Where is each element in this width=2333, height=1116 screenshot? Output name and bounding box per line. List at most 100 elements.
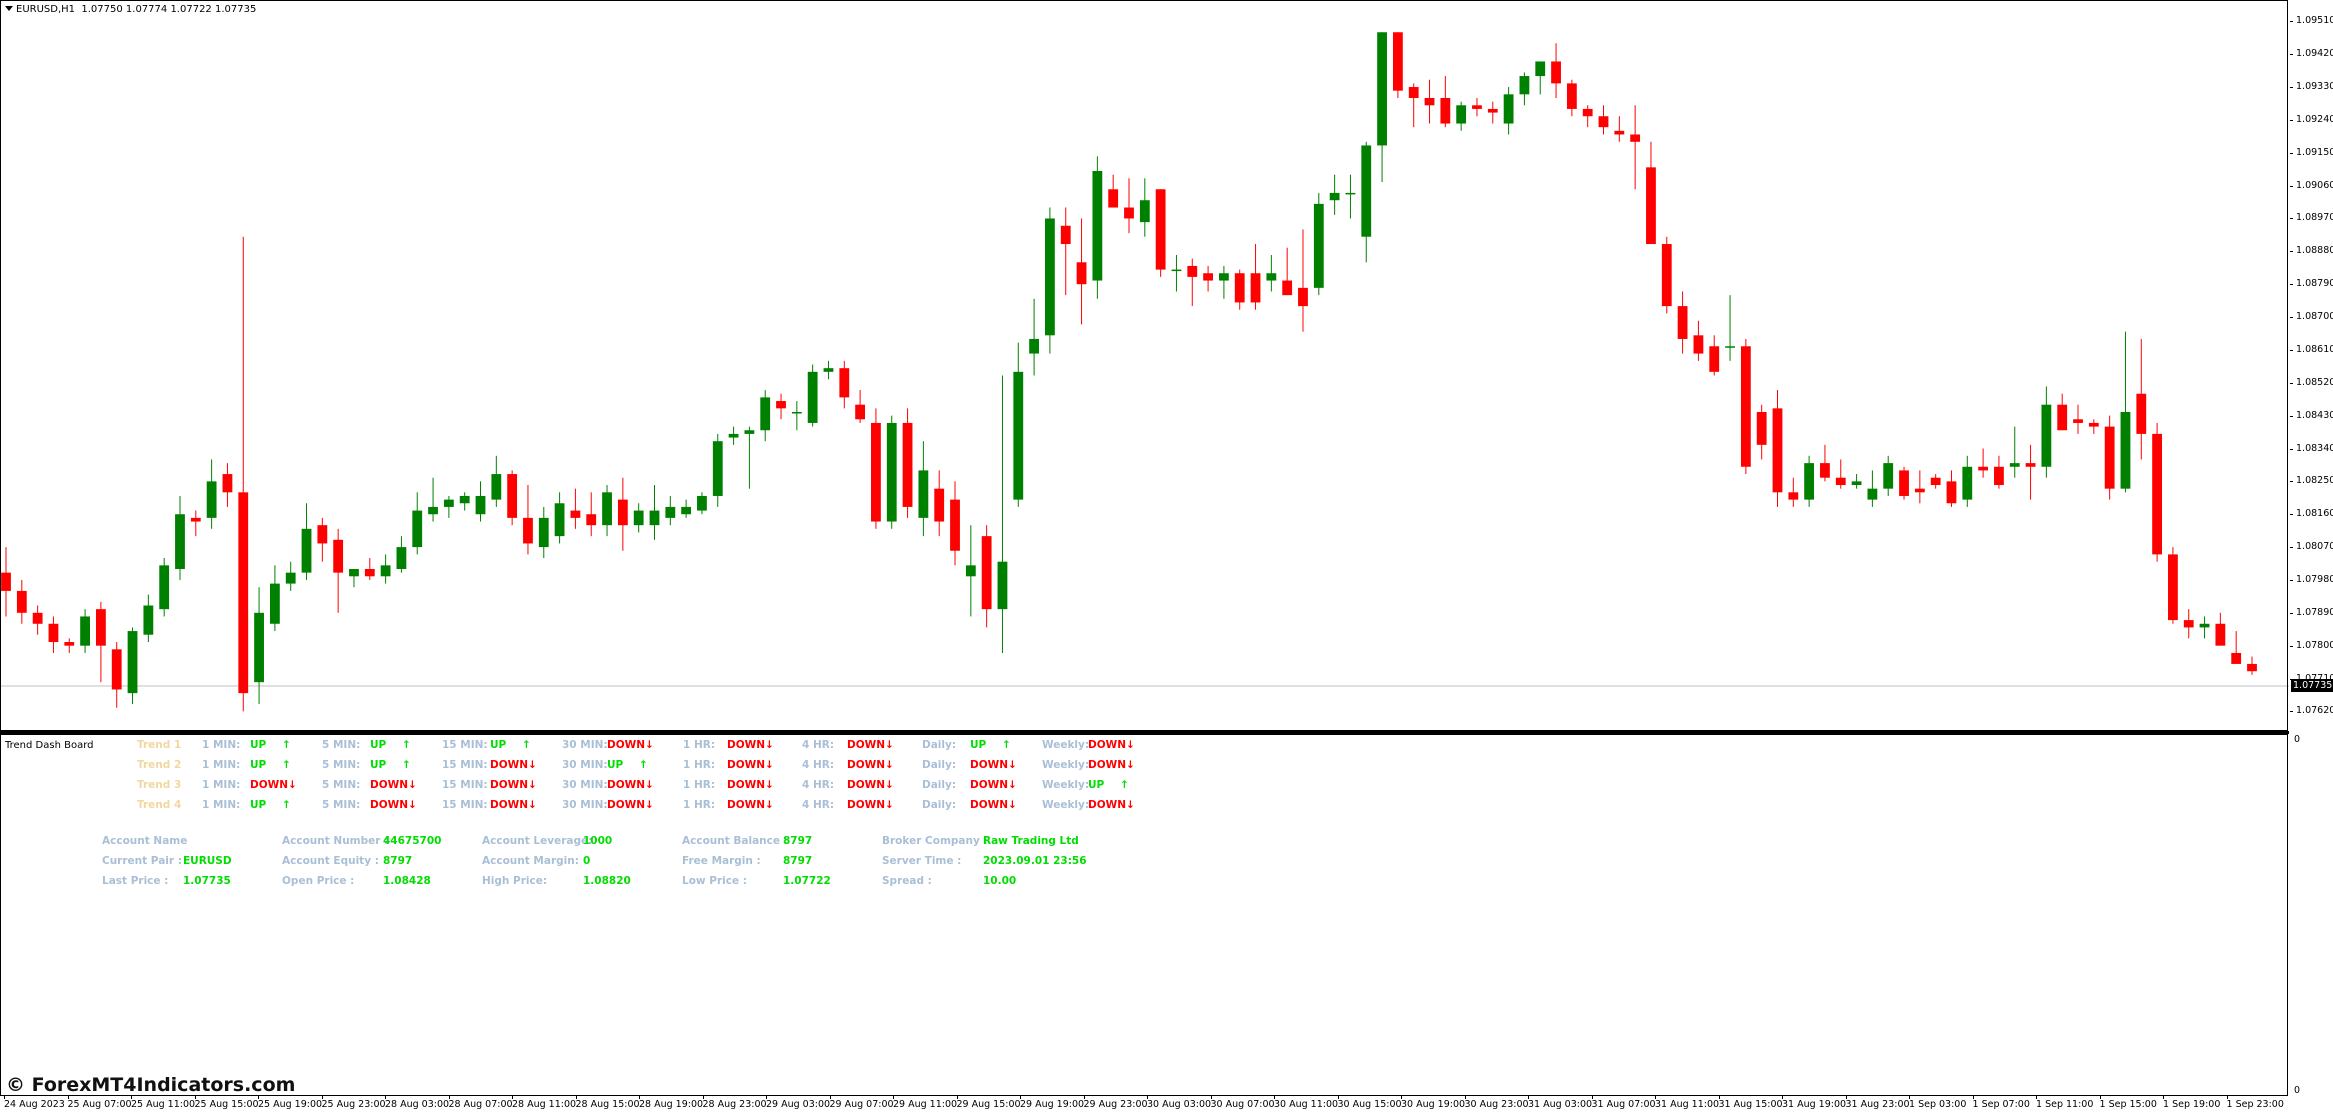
candle-body (855, 404, 866, 420)
timeframe-label: Weekly: (1042, 739, 1090, 751)
price-chart[interactable] (0, 0, 2289, 731)
trend-down: DOWN↓ (370, 799, 417, 811)
candle-body (997, 561, 1008, 610)
candle-body (475, 495, 486, 515)
candle-body (1772, 408, 1783, 493)
dropdown-triangle-icon[interactable] (5, 6, 13, 11)
candle-body (776, 401, 786, 409)
subwindow-separator[interactable] (0, 731, 2289, 734)
chart-frame (0, 0, 2288, 731)
price-scale[interactable]: 1.09510 1.09420 1.09330 1.09240 1.09150 1.090… (2290, 0, 2333, 1116)
account-field-label: Account Leverage: (482, 835, 593, 847)
candle-body (1582, 108, 1593, 117)
time-tick-mark (575, 1096, 577, 1099)
time-tick-label: 1 Sep 07:00 (1972, 1099, 2030, 1110)
subwindow-frame (0, 734, 2288, 1096)
candle-body (1756, 411, 1767, 445)
price-tick-mark (2290, 448, 2293, 450)
candle-body (1677, 306, 1688, 339)
trend-up: UP (370, 739, 387, 751)
timeframe-label: 15 MIN: (442, 739, 488, 751)
time-tick-label: 28 Aug 07:00 (448, 1099, 513, 1110)
trend-up: UP (250, 759, 267, 771)
timeframe-label: Daily: (922, 799, 957, 811)
trend-up: UP (250, 799, 267, 811)
time-tick-mark (1147, 1096, 1148, 1099)
arrow-up-icon: ↑ (522, 739, 531, 751)
candle-body (159, 565, 170, 610)
price-tick-mark (2290, 547, 2293, 549)
time-tick-label: 30 Aug 11:00 (1274, 1099, 1339, 1110)
timeframe-label: 15 MIN: (442, 759, 488, 771)
price-tick-mark (2290, 415, 2293, 417)
account-field-value: 8797 (783, 835, 813, 847)
candle-body (1867, 488, 1878, 500)
candle-body (1535, 61, 1546, 77)
trend-down: DOWN↓ (490, 779, 537, 791)
timeframe-label: 5 MIN: (322, 739, 361, 751)
account-field-label: Broker Company : (882, 835, 988, 847)
time-tick-label: 24 Aug 2023 (4, 1099, 65, 1110)
candle-body (1345, 192, 1356, 195)
time-tick-label: 31 Aug 23:00 (1845, 1099, 1910, 1110)
trend-down: DOWN↓ (1088, 739, 1135, 751)
candle-body (1155, 189, 1166, 270)
timeframe-label: 15 MIN: (442, 799, 488, 811)
candle-body (791, 411, 802, 414)
candle-body (760, 397, 771, 431)
candle-body (1029, 338, 1040, 354)
candle-body (2183, 620, 2194, 628)
trend-down: DOWN↓ (607, 799, 654, 811)
time-tick-mark (1528, 1096, 1529, 1099)
time-tick-mark (512, 1096, 513, 1099)
time-tick-label: 25 Aug 11:00 (131, 1099, 196, 1110)
candle-body (412, 510, 423, 548)
candle-body (1788, 492, 1799, 500)
time-tick-label: 29 Aug 19:00 (1020, 1099, 1085, 1110)
candle-body (807, 371, 818, 423)
watermark: © ForexMT4Indicators.com (6, 1074, 296, 1096)
current-price-label: 1.07735 (2291, 679, 2333, 692)
timeframe-label: 30 MIN: (562, 739, 608, 751)
time-tick-label: 29 Aug 11:00 (893, 1099, 958, 1110)
time-tick-label: 30 Aug 03:00 (1147, 1099, 1212, 1110)
candle-body (2168, 554, 2178, 621)
time-tick-mark (1401, 1096, 1402, 1099)
price-tick-label: 1.07980 (2296, 573, 2333, 585)
arrow-down-icon: ↓ (765, 759, 774, 771)
time-tick-mark (448, 1096, 450, 1099)
candle-body (1487, 108, 1498, 113)
time-axis[interactable]: 24 Aug 2023 25 Aug 07:00 25 Aug 11:00 25 Au… (0, 1096, 2290, 1116)
candle-body (1820, 463, 1830, 478)
time-tick-label: 28 Aug 15:00 (575, 1099, 640, 1110)
candle-body (2136, 393, 2147, 434)
time-tick-mark (1274, 1096, 1275, 1099)
timeframe-label: Weekly: (1042, 759, 1090, 771)
symbol-header: EURUSD,H1 1.07750 1.07774 1.07722 1.0773… (5, 4, 256, 15)
candle-body (16, 590, 27, 613)
price-tick-mark (2290, 251, 2293, 253)
candle-body (1725, 346, 1735, 348)
time-tick-mark (1210, 1096, 1212, 1099)
time-tick-label: 1 Sep 15:00 (2099, 1099, 2157, 1110)
timeframe-label: Weekly: (1042, 799, 1090, 811)
trend-down: DOWN↓ (970, 759, 1017, 771)
account-field-label: Low Price : (682, 875, 747, 887)
candle-body (902, 422, 913, 507)
time-tick-mark (4, 1096, 5, 1099)
candle-body (459, 495, 470, 504)
candle-body (507, 474, 518, 518)
candle-body (1329, 192, 1340, 201)
timeframe-label: 4 HR: (802, 799, 835, 811)
candle-body (2057, 404, 2068, 431)
price-tick-mark (2290, 21, 2293, 23)
trend-down: DOWN↓ (727, 739, 774, 751)
candle-body (950, 499, 960, 551)
price-tick-mark (2290, 645, 2293, 647)
time-tick-label: 31 Aug 03:00 (1528, 1099, 1593, 1110)
time-tick-label: 1 Sep 19:00 (2163, 1099, 2221, 1110)
time-tick-mark (1020, 1096, 1021, 1099)
trend-down: DOWN↓ (607, 739, 654, 751)
time-tick-label: 31 Aug 11:00 (1655, 1099, 1720, 1110)
chart-background (0, 0, 2289, 731)
